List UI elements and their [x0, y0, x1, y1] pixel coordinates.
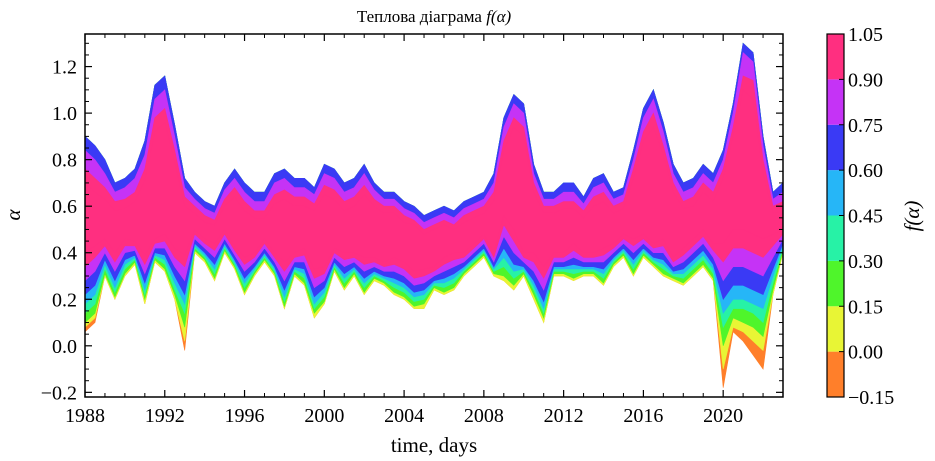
y-tick-label: 0.0: [52, 336, 77, 358]
x-tick-label: 1996: [225, 405, 265, 427]
colorbar-tick-label: −0.15: [848, 387, 894, 409]
y-axis-title: α: [1, 209, 25, 221]
colorbar-tick-label: 0.00: [848, 342, 883, 364]
colorbar-tick-label: 0.75: [848, 115, 883, 137]
colorbar-segment: [827, 79, 844, 125]
colorbar-segment: [827, 124, 844, 171]
y-tick-label: −0.2: [41, 382, 77, 404]
colorbar-tick-label: 0.60: [848, 160, 883, 182]
x-tick-label: 1988: [65, 405, 105, 427]
colorbar-segment: [827, 215, 844, 261]
chart-title: Теплова діаграма f(α): [357, 7, 512, 26]
x-axis: 1988 1992 1996 2000 2004 2008 2012 2016 2020: [65, 34, 784, 427]
colorbar-tick-label: 0.90: [848, 69, 883, 91]
colorbar-tick-label: 0.15: [848, 296, 883, 318]
colorbar-tick-label: 1.05: [848, 24, 883, 46]
x-tick-label: 1992: [145, 405, 185, 427]
colorbar-segment: [827, 351, 844, 397]
colorbar-tick-label: 0.45: [848, 206, 883, 228]
x-tick-label: 2004: [384, 405, 424, 427]
plot-frame: [84, 33, 784, 398]
x-tick-label: 2020: [703, 405, 743, 427]
y-tick-label: 0.6: [52, 196, 77, 218]
y-tick-label: 0.2: [52, 289, 77, 311]
colorbar-tick-label: 0.30: [848, 251, 883, 273]
y-tick-label: 0.8: [52, 150, 77, 172]
x-tick-label: 2012: [544, 405, 584, 427]
x-tick-label: 2016: [623, 405, 663, 427]
colorbar: −0.15 0.00 0.15 0.30 0.45 0.60 0.75 0.90 1.05: [826, 24, 894, 409]
x-axis-title: time, days: [391, 433, 477, 457]
y-tick-label: 0.4: [52, 243, 77, 265]
y-axis: −0.2 0.0 0.2 0.4 0.6 0.8 1.0 1.2: [41, 42, 783, 404]
contour-bands: [84, 42, 784, 388]
colorbar-segment: [827, 306, 844, 352]
colorbar-segment: [827, 34, 844, 80]
colorbar-segment: [827, 260, 844, 307]
y-tick-label: 1.0: [52, 103, 77, 125]
y-tick-label: 1.2: [52, 57, 77, 79]
x-tick-label: 2000: [304, 405, 344, 427]
colorbar-segment: [827, 170, 844, 216]
x-tick-label: 2008: [464, 405, 504, 427]
colorbar-title: f(α): [900, 201, 924, 232]
